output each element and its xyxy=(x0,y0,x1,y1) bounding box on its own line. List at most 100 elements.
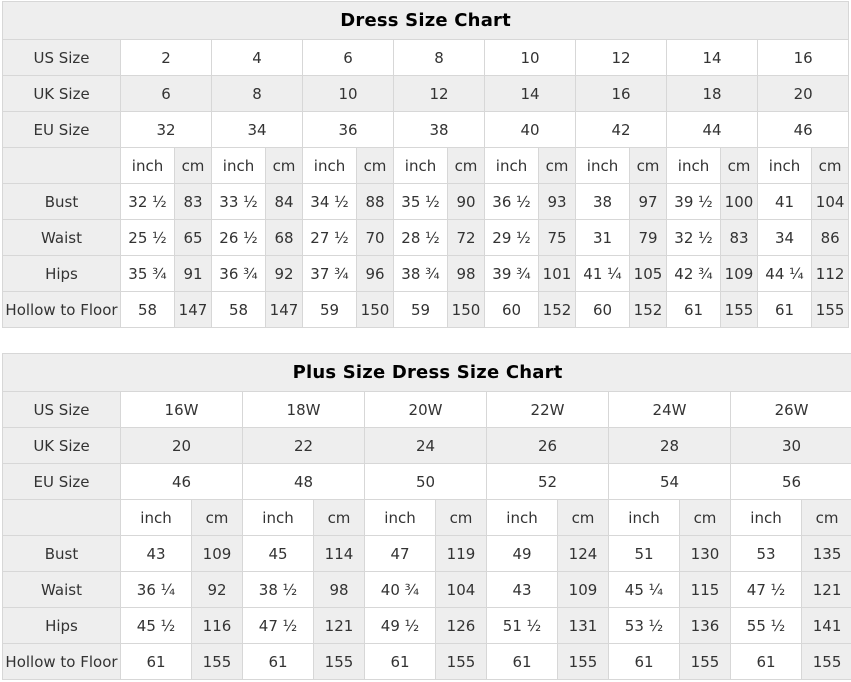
measurement-cm-cell: 155 xyxy=(191,643,243,680)
measurement-cm-cell: 83 xyxy=(174,183,212,220)
size-value-cell: 14 xyxy=(666,39,758,76)
measurement-inch-cell: 45 ½ xyxy=(120,607,192,644)
size-system-row: UK Size 20 22 24 26 28 30 xyxy=(2,427,851,464)
measurement-inch-cell: 45 ¼ xyxy=(608,571,680,608)
size-value-cell: 6 xyxy=(120,75,212,112)
inch-unit-header-cell: inch xyxy=(120,147,175,184)
measurement-cm-cell: 68 xyxy=(265,219,303,256)
measurement-cm-cell: 104 xyxy=(435,571,487,608)
size-value-cell: 16 xyxy=(575,75,667,112)
inch-unit-header-cell: inch xyxy=(666,147,721,184)
measurement-inch-cell: 61 xyxy=(608,643,680,680)
measurement-inch-cell: 59 xyxy=(302,291,357,328)
measurement-cm-cell: 130 xyxy=(679,535,731,572)
measurement-cm-cell: 65 xyxy=(174,219,212,256)
size-value-cell: 52 xyxy=(486,463,609,500)
measurement-inch-cell: 35 ½ xyxy=(393,183,448,220)
size-value-cell: 26W xyxy=(729,391,851,428)
measurement-inch-cell: 61 xyxy=(486,643,558,680)
measurement-cm-cell: 100 xyxy=(720,183,758,220)
measurement-cm-cell: 155 xyxy=(810,291,850,328)
cm-unit-header-cell: cm xyxy=(538,147,576,184)
size-value-cell: 22W xyxy=(486,391,609,428)
size-system-row: EU Size 32 34 36 38 40 42 44 46 xyxy=(2,111,850,148)
size-value-cell: 10 xyxy=(484,39,576,76)
size-system-row: US Size 16W 18W 20W 22W 24W 26W xyxy=(2,391,851,428)
measurement-inch-cell: 29 ½ xyxy=(484,219,539,256)
measurement-cm-cell: 141 xyxy=(800,607,851,644)
measurement-cm-cell: 155 xyxy=(313,643,365,680)
inch-unit-header-cell: inch xyxy=(364,499,436,536)
row-label: UK Size xyxy=(2,75,121,112)
table-title: Plus Size Dress Size Chart xyxy=(1,353,851,392)
empty-corner-cell xyxy=(2,499,121,536)
measurement-inch-cell: 45 xyxy=(242,535,314,572)
measurement-cm-cell: 90 xyxy=(447,183,485,220)
cm-unit-header-cell: cm xyxy=(265,147,303,184)
measurement-inch-cell: 49 xyxy=(486,535,558,572)
empty-corner-cell xyxy=(2,147,121,184)
measurement-inch-cell: 61 xyxy=(730,643,802,680)
measurement-row: Bust 43 109 45 114 47 119 49 124 51 130 53 135 xyxy=(2,535,851,572)
measurement-inch-cell: 47 ½ xyxy=(730,571,802,608)
size-value-cell: 34 xyxy=(211,111,303,148)
measurement-inch-cell: 44 ¼ xyxy=(757,255,812,292)
measurement-inch-cell: 40 ¾ xyxy=(364,571,436,608)
row-label: Waist xyxy=(2,219,121,256)
size-system-row: US Size 2 4 6 8 10 12 14 16 xyxy=(2,39,850,76)
cm-unit-header-cell: cm xyxy=(435,499,487,536)
size-system-row: EU Size 46 48 50 52 54 56 xyxy=(2,463,851,500)
dress-size-chart-table: Dress Size Chart US Size 2 4 6 8 10 12 14 16 UK Si… xyxy=(1,1,850,328)
inch-unit-header-cell: inch xyxy=(608,499,680,536)
measurement-cm-cell: 109 xyxy=(191,535,243,572)
size-value-cell: 48 xyxy=(242,463,365,500)
measurement-inch-cell: 59 xyxy=(393,291,448,328)
size-value-cell: 24W xyxy=(608,391,731,428)
size-value-cell: 50 xyxy=(364,463,487,500)
size-value-cell: 44 xyxy=(666,111,758,148)
measurement-inch-cell: 26 ½ xyxy=(211,219,266,256)
measurement-inch-cell: 34 xyxy=(757,219,812,256)
measurement-inch-cell: 32 ½ xyxy=(120,183,175,220)
measurement-inch-cell: 61 xyxy=(120,643,192,680)
measurement-cm-cell: 75 xyxy=(538,219,576,256)
measurement-inch-cell: 35 ¾ xyxy=(120,255,175,292)
measurement-cm-cell: 121 xyxy=(800,571,851,608)
size-value-cell: 20 xyxy=(756,75,850,112)
measurement-cm-cell: 109 xyxy=(720,255,758,292)
measurement-inch-cell: 37 ¾ xyxy=(302,255,357,292)
measurement-cm-cell: 92 xyxy=(265,255,303,292)
size-value-cell: 14 xyxy=(484,75,576,112)
measurement-inch-cell: 53 xyxy=(730,535,802,572)
inch-unit-header-cell: inch xyxy=(302,147,357,184)
measurement-inch-cell: 60 xyxy=(484,291,539,328)
cm-unit-header-cell: cm xyxy=(810,147,850,184)
size-value-cell: 8 xyxy=(211,75,303,112)
measurement-inch-cell: 39 ¾ xyxy=(484,255,539,292)
measurement-cm-cell: 104 xyxy=(810,183,850,220)
measurement-cm-cell: 119 xyxy=(435,535,487,572)
row-label: Hollow to Floor xyxy=(2,291,121,328)
measurement-cm-cell: 86 xyxy=(810,219,850,256)
measurement-cm-cell: 79 xyxy=(629,219,667,256)
cm-unit-header-cell: cm xyxy=(313,499,365,536)
row-label: Bust xyxy=(2,183,121,220)
unit-header-row: inch cm inch cm inch cm inch cm inch cm inch cm xyxy=(2,499,851,536)
measurement-inch-cell: 61 xyxy=(666,291,721,328)
measurement-cm-cell: 70 xyxy=(356,219,394,256)
size-value-cell: 20W xyxy=(364,391,487,428)
cm-unit-header-cell: cm xyxy=(447,147,485,184)
cm-unit-header-cell: cm xyxy=(557,499,609,536)
cm-unit-header-cell: cm xyxy=(800,499,851,536)
measurement-inch-cell: 60 xyxy=(575,291,630,328)
cm-unit-header-cell: cm xyxy=(191,499,243,536)
measurement-row: Hollow to Floor 58 147 58 147 59 150 59 150 60 152… xyxy=(2,291,850,328)
size-value-cell: 12 xyxy=(393,75,485,112)
measurement-cm-cell: 155 xyxy=(720,291,758,328)
measurement-cm-cell: 155 xyxy=(800,643,851,680)
size-value-cell: 26 xyxy=(486,427,609,464)
measurement-cm-cell: 136 xyxy=(679,607,731,644)
measurement-cm-cell: 155 xyxy=(679,643,731,680)
measurement-inch-cell: 25 ½ xyxy=(120,219,175,256)
